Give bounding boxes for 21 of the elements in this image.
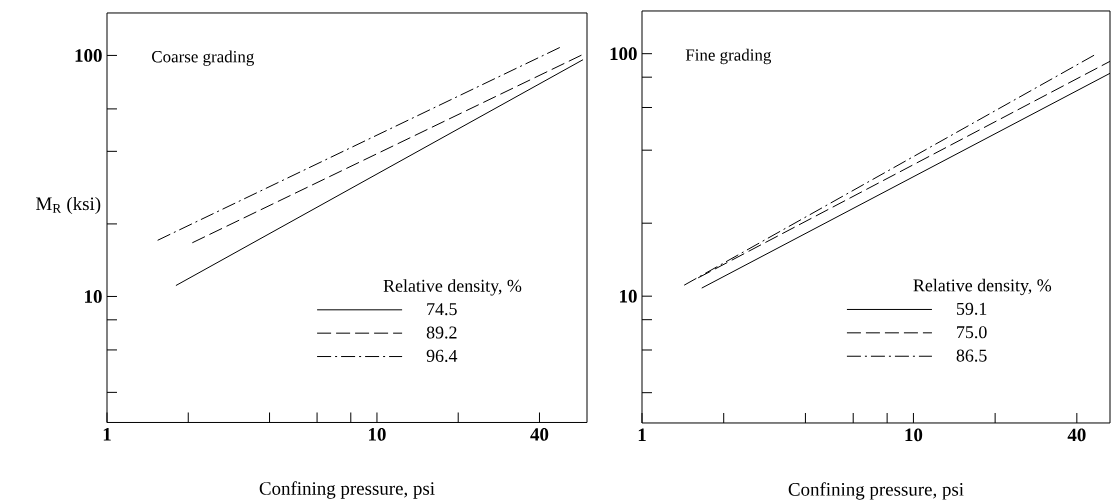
legend-label: 59.1 — [956, 302, 987, 315]
x-tick-label: 40 — [1067, 428, 1086, 442]
y-tick-label: 100 — [610, 47, 637, 61]
legend-label: 75.0 — [957, 326, 987, 339]
x-tick-label: 10 — [905, 428, 923, 442]
legend-label: 86.5 — [956, 349, 987, 362]
y-axis-title: M$_{R}$ (ksi) — [36, 196, 101, 215]
text: Coarse grading — [152, 50, 254, 66]
x-tick-label: 10 — [369, 428, 386, 441]
x-tick-label: 1 — [638, 428, 646, 441]
legend-label: 96.4 — [426, 349, 458, 362]
x-tick-label: 40 — [530, 428, 549, 441]
y-tick-label: 100 — [75, 49, 102, 62]
x-axis-title: Confining pressure, psi — [259, 481, 435, 499]
legend-label: 74.5 — [427, 303, 457, 316]
text: Fine grading — [685, 48, 772, 65]
legend-label: 89.2 — [426, 326, 457, 339]
legend-title: Relative density, % — [913, 278, 1052, 296]
x-tick-label: 1 — [103, 428, 111, 441]
x-axis-title: Confining pressure, psi — [788, 482, 964, 500]
legend-title: Relative density, % — [383, 279, 522, 296]
